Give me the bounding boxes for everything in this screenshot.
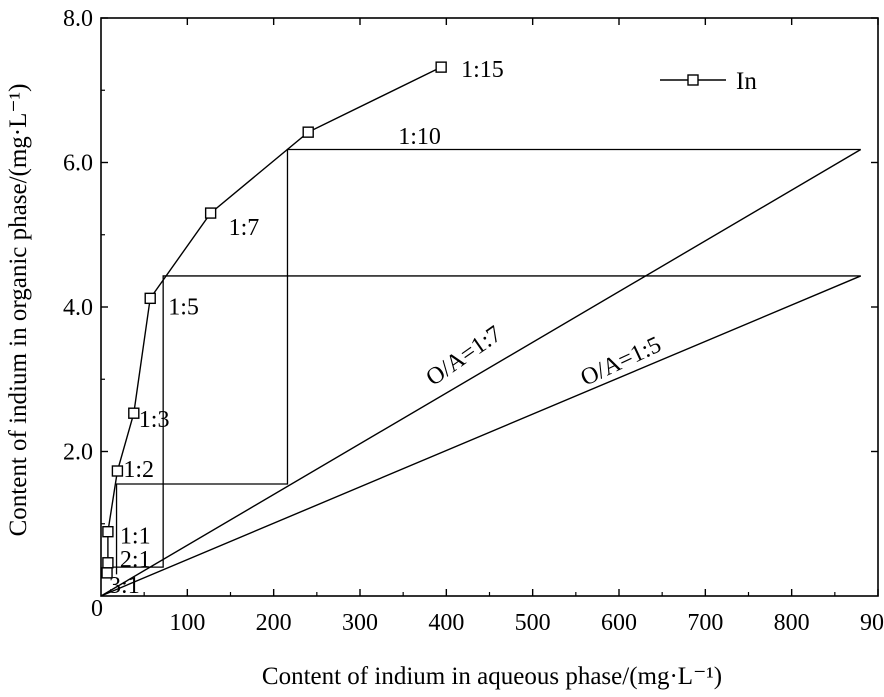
operating-line xyxy=(100,275,862,597)
x-tick-label: 700 xyxy=(687,610,723,636)
plot-border xyxy=(100,17,879,597)
x-tick-label: 400 xyxy=(428,610,464,636)
point-label: 1:1 xyxy=(120,524,151,550)
series-line xyxy=(106,66,442,573)
x-tick-label: 500 xyxy=(515,610,551,636)
y-tick-label: 8.0 xyxy=(63,6,93,32)
point-label: 1:15 xyxy=(461,57,504,83)
x-tick-label: 200 xyxy=(256,610,292,636)
x-tick-label: 300 xyxy=(342,610,378,636)
axis-ticks: 100 200 300 400 500 600 700 800 900 0 2.0 4.0 6.0 8.0 xyxy=(63,6,884,636)
point-label: 2:1 xyxy=(120,547,151,573)
data-point-marker xyxy=(102,557,114,569)
point-label: 1:10 xyxy=(398,124,441,150)
operating-line xyxy=(100,148,862,597)
x-tick-label: 900 xyxy=(860,610,884,636)
step-lines xyxy=(107,148,861,575)
operating-line-label: O/A=1:5 xyxy=(577,332,666,392)
plot-frame xyxy=(100,17,879,597)
data-point-marker xyxy=(144,292,156,305)
legend: In xyxy=(660,68,757,95)
legend-marker xyxy=(687,74,699,86)
operating-line-label: O/A=1:7 xyxy=(421,321,506,391)
data-point-marker xyxy=(128,407,140,419)
x-tick-label: 100 xyxy=(169,610,205,636)
data-point-marker xyxy=(111,465,124,477)
legend-label: In xyxy=(736,68,757,95)
y-axis-title: Content of indium in organic phase/(mg·L… xyxy=(5,84,32,537)
y-tick-label: 6.0 xyxy=(63,151,93,177)
x-axis-title: Content of indium in aqueous phase/(mg·L… xyxy=(262,663,722,690)
point-label: 1:2 xyxy=(123,457,154,483)
data-point-marker xyxy=(435,61,447,73)
point-label: 3:1 xyxy=(109,573,140,599)
point-label: 1:5 xyxy=(168,294,199,320)
point-label: 1:3 xyxy=(139,407,170,433)
y-tick-label: 2.0 xyxy=(63,440,93,466)
data-point-marker xyxy=(102,525,114,538)
data-point-marker xyxy=(204,207,217,219)
data-point-marker xyxy=(302,126,314,138)
step-line-2 xyxy=(107,275,861,568)
point-label: 1:7 xyxy=(229,215,260,241)
point-labels: 3:12:11:1 1:2 1:3 1:5 1:7 1:10 1:15 xyxy=(109,57,504,599)
y-tick-label: 4.0 xyxy=(63,295,93,321)
x-origin-label: 0 xyxy=(91,596,103,622)
x-tick-label: 600 xyxy=(601,610,637,636)
step-line-1 xyxy=(115,148,861,575)
x-tick-label: 800 xyxy=(774,610,810,636)
series-in xyxy=(101,61,447,579)
